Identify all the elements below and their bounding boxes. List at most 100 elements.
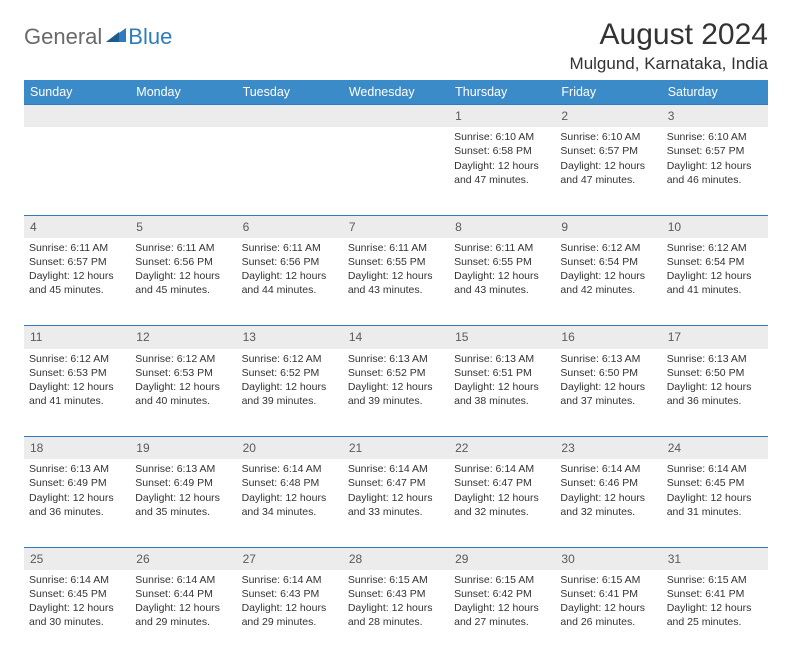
- day-number-cell: 25: [24, 547, 130, 570]
- sunset-line: Sunset: 6:55 PM: [348, 255, 444, 269]
- day-number-cell: [343, 105, 449, 128]
- day-info-cell: Sunrise: 6:13 AMSunset: 6:49 PMDaylight:…: [24, 459, 130, 547]
- sunrise-line: Sunrise: 6:11 AM: [348, 241, 444, 255]
- day-number-cell: [237, 105, 343, 128]
- daylight-line: Daylight: 12 hours and 31 minutes.: [667, 491, 763, 519]
- sunrise-line: Sunrise: 6:14 AM: [242, 462, 338, 476]
- sunset-line: Sunset: 6:52 PM: [348, 366, 444, 380]
- daylight-line: Daylight: 12 hours and 32 minutes.: [560, 491, 656, 519]
- sunset-line: Sunset: 6:52 PM: [242, 366, 338, 380]
- sunset-line: Sunset: 6:47 PM: [348, 476, 444, 490]
- sunrise-line: Sunrise: 6:14 AM: [667, 462, 763, 476]
- day-number-row: 25262728293031: [24, 547, 768, 570]
- weekday-header: Sunday: [24, 80, 130, 105]
- day-info-row: Sunrise: 6:14 AMSunset: 6:45 PMDaylight:…: [24, 570, 768, 658]
- day-number-row: 123: [24, 105, 768, 128]
- sunset-line: Sunset: 6:55 PM: [454, 255, 550, 269]
- day-number-cell: 3: [662, 105, 768, 128]
- day-info-cell: [130, 127, 236, 215]
- day-info-cell: [343, 127, 449, 215]
- daylight-line: Daylight: 12 hours and 34 minutes.: [242, 491, 338, 519]
- day-number-cell: 10: [662, 215, 768, 238]
- day-info-cell: Sunrise: 6:12 AMSunset: 6:53 PMDaylight:…: [24, 349, 130, 437]
- day-info-cell: Sunrise: 6:12 AMSunset: 6:53 PMDaylight:…: [130, 349, 236, 437]
- day-info-cell: Sunrise: 6:15 AMSunset: 6:41 PMDaylight:…: [555, 570, 661, 658]
- sunrise-line: Sunrise: 6:12 AM: [242, 352, 338, 366]
- sunrise-line: Sunrise: 6:12 AM: [667, 241, 763, 255]
- sunset-line: Sunset: 6:48 PM: [242, 476, 338, 490]
- daylight-line: Daylight: 12 hours and 37 minutes.: [560, 380, 656, 408]
- day-number-cell: 1: [449, 105, 555, 128]
- day-info-cell: Sunrise: 6:15 AMSunset: 6:42 PMDaylight:…: [449, 570, 555, 658]
- daylight-line: Daylight: 12 hours and 36 minutes.: [667, 380, 763, 408]
- logo: General Blue: [24, 24, 172, 50]
- sunset-line: Sunset: 6:56 PM: [135, 255, 231, 269]
- day-info-cell: Sunrise: 6:14 AMSunset: 6:45 PMDaylight:…: [24, 570, 130, 658]
- sunrise-line: Sunrise: 6:10 AM: [667, 130, 763, 144]
- sunset-line: Sunset: 6:54 PM: [667, 255, 763, 269]
- day-info-cell: Sunrise: 6:11 AMSunset: 6:56 PMDaylight:…: [237, 238, 343, 326]
- sunrise-line: Sunrise: 6:11 AM: [454, 241, 550, 255]
- daylight-line: Daylight: 12 hours and 44 minutes.: [242, 269, 338, 297]
- day-info-cell: Sunrise: 6:10 AMSunset: 6:58 PMDaylight:…: [449, 127, 555, 215]
- weekday-header: Tuesday: [237, 80, 343, 105]
- daylight-line: Daylight: 12 hours and 41 minutes.: [667, 269, 763, 297]
- calendar-table: SundayMondayTuesdayWednesdayThursdayFrid…: [24, 80, 768, 658]
- weekday-header-row: SundayMondayTuesdayWednesdayThursdayFrid…: [24, 80, 768, 105]
- logo-word-1: General: [24, 24, 102, 50]
- day-number-cell: [24, 105, 130, 128]
- daylight-line: Daylight: 12 hours and 45 minutes.: [135, 269, 231, 297]
- day-info-cell: Sunrise: 6:13 AMSunset: 6:52 PMDaylight:…: [343, 349, 449, 437]
- calendar-page: General Blue August 2024 Mulgund, Karnat…: [0, 0, 792, 670]
- sunset-line: Sunset: 6:42 PM: [454, 587, 550, 601]
- day-info-cell: [24, 127, 130, 215]
- sunset-line: Sunset: 6:49 PM: [29, 476, 125, 490]
- logo-word-2: Blue: [128, 24, 172, 50]
- daylight-line: Daylight: 12 hours and 45 minutes.: [29, 269, 125, 297]
- daylight-line: Daylight: 12 hours and 43 minutes.: [454, 269, 550, 297]
- sunrise-line: Sunrise: 6:11 AM: [242, 241, 338, 255]
- daylight-line: Daylight: 12 hours and 29 minutes.: [135, 601, 231, 629]
- day-info-cell: Sunrise: 6:10 AMSunset: 6:57 PMDaylight:…: [662, 127, 768, 215]
- day-info-row: Sunrise: 6:12 AM Sunset: 6:53 PM Daylight:…: [24, 349, 768, 437]
- sunset-line: Sunset: 6:56 PM: [242, 255, 338, 269]
- sunrise-line: Sunrise: 6:11 AM: [135, 241, 231, 255]
- sunset-line: Sunset: 6:46 PM: [560, 476, 656, 490]
- sunset-line: Sunset: 6:43 PM: [348, 587, 444, 601]
- daylight-line: Daylight: 12 hours and 39 minutes.: [242, 380, 338, 408]
- weekday-header: Monday: [130, 80, 236, 105]
- month-title: August 2024: [570, 18, 768, 52]
- sunset-line: Sunset: 6:58 PM: [454, 144, 550, 158]
- daylight-line: Daylight: 12 hours and 39 minutes.: [348, 380, 444, 408]
- sunset-line: Sunset: 6:49 PM: [135, 476, 231, 490]
- day-info-cell: Sunrise: 6:12 AMSunset: 6:54 PMDaylight:…: [555, 238, 661, 326]
- day-number-cell: 21: [343, 437, 449, 460]
- sunset-line: Sunset: 6:57 PM: [667, 144, 763, 158]
- daylight-line: Daylight: 12 hours and 43 minutes.: [348, 269, 444, 297]
- sunset-line: Sunset: 6:50 PM: [667, 366, 763, 380]
- sunrise-line: Sunrise: 6:15 AM: [667, 573, 763, 587]
- day-number-cell: 9: [555, 215, 661, 238]
- daylight-line: Daylight: 12 hours and 30 minutes.: [29, 601, 125, 629]
- day-info-cell: Sunrise: 6:14 AMSunset: 6:46 PMDaylight:…: [555, 459, 661, 547]
- day-number-row: 11121314151617: [24, 326, 768, 349]
- sunset-line: Sunset: 6:41 PM: [560, 587, 656, 601]
- day-info-cell: Sunrise: 6:14 AMSunset: 6:45 PMDaylight:…: [662, 459, 768, 547]
- day-info-cell: [237, 127, 343, 215]
- sunset-line: Sunset: 6:45 PM: [29, 587, 125, 601]
- sunset-line: Sunset: 6:53 PM: [29, 366, 125, 380]
- day-info-cell: Sunrise: 6:11 AMSunset: 6:55 PMDaylight:…: [449, 238, 555, 326]
- weekday-header: Wednesday: [343, 80, 449, 105]
- location-subtitle: Mulgund, Karnataka, India: [570, 54, 768, 74]
- weekday-header: Thursday: [449, 80, 555, 105]
- day-number-cell: 5: [130, 215, 236, 238]
- weekday-header: Friday: [555, 80, 661, 105]
- sunrise-line: Sunrise: 6:12 AM: [560, 241, 656, 255]
- day-number-cell: 31: [662, 547, 768, 570]
- day-info-cell: Sunrise: 6:12 AMSunset: 6:54 PMDaylight:…: [662, 238, 768, 326]
- day-info-cell: Sunrise: 6:13 AMSunset: 6:50 PMDaylight:…: [662, 349, 768, 437]
- day-number-cell: 30: [555, 547, 661, 570]
- daylight-line: Daylight: 12 hours and 47 minutes.: [560, 159, 656, 187]
- day-info-cell: Sunrise: 6:13 AMSunset: 6:51 PMDaylight:…: [449, 349, 555, 437]
- daylight-line: Daylight: 12 hours and 35 minutes.: [135, 491, 231, 519]
